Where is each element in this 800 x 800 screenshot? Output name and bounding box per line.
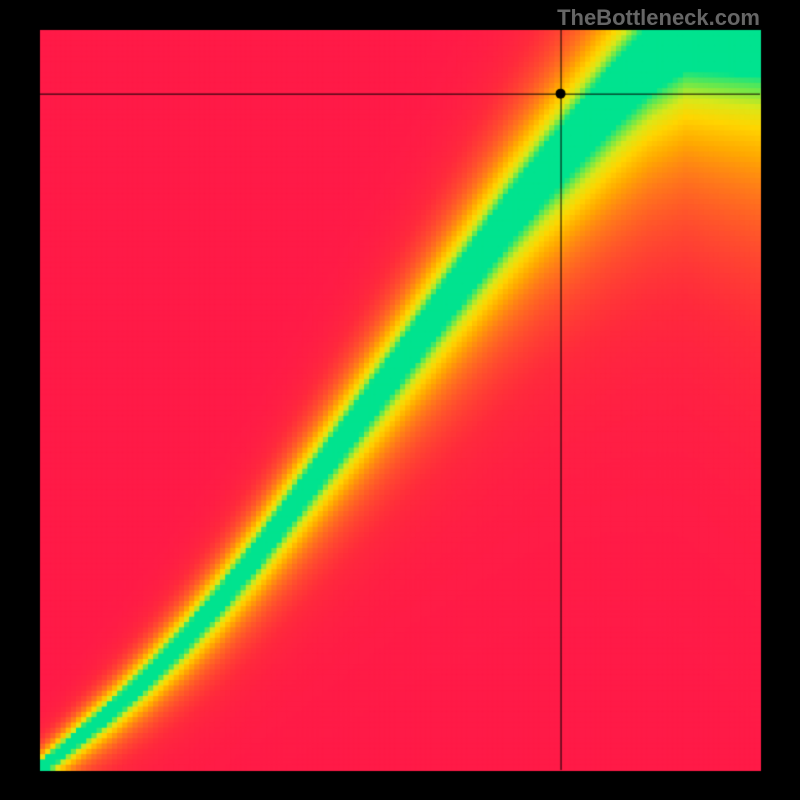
chart-container: TheBottleneck.com — [0, 0, 800, 800]
heatmap-canvas — [0, 0, 800, 800]
watermark-text: TheBottleneck.com — [557, 5, 760, 31]
